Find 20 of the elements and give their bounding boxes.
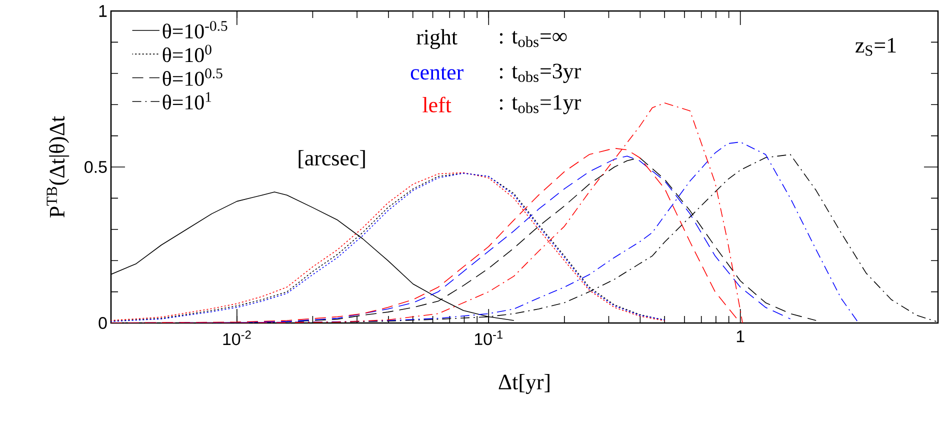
annotation: [arcsec] (298, 150, 365, 168)
y-tick-label: 0.5 (84, 161, 107, 173)
y-tick-label: 1 (99, 5, 107, 17)
annotation: z$_{S}$=1 (856, 38, 896, 56)
y-tick-label: 0 (98, 317, 107, 329)
x-tick-label: 10$^{-1}$ (474, 330, 502, 346)
annotation: : t$_{obs}$=3yr (500, 64, 581, 84)
x-tick-label: 10$^{-2}$ (223, 330, 251, 346)
legend-label: θ=10$^{0}$ (162, 44, 212, 62)
annotation: center (410, 67, 464, 80)
x-axis-title: Δt[yr] (498, 374, 550, 394)
legend-label: θ=10$^{0.5}$ (162, 68, 222, 86)
annotation: : t$_{obs}$=1yr (500, 95, 581, 114)
annotation: : t$_{obs}$=∞ (500, 31, 567, 48)
legend-label: θ=10$^{-0.5}$ (162, 20, 228, 38)
y-axis-title: P$^{TB}$(Δt|θ)Δt (46, 116, 70, 218)
x-tick-label: 1 (736, 330, 744, 342)
legend-label: θ=10$^{1}$ (162, 92, 212, 110)
annotation: left (422, 96, 452, 112)
annotation: right (416, 29, 458, 50)
